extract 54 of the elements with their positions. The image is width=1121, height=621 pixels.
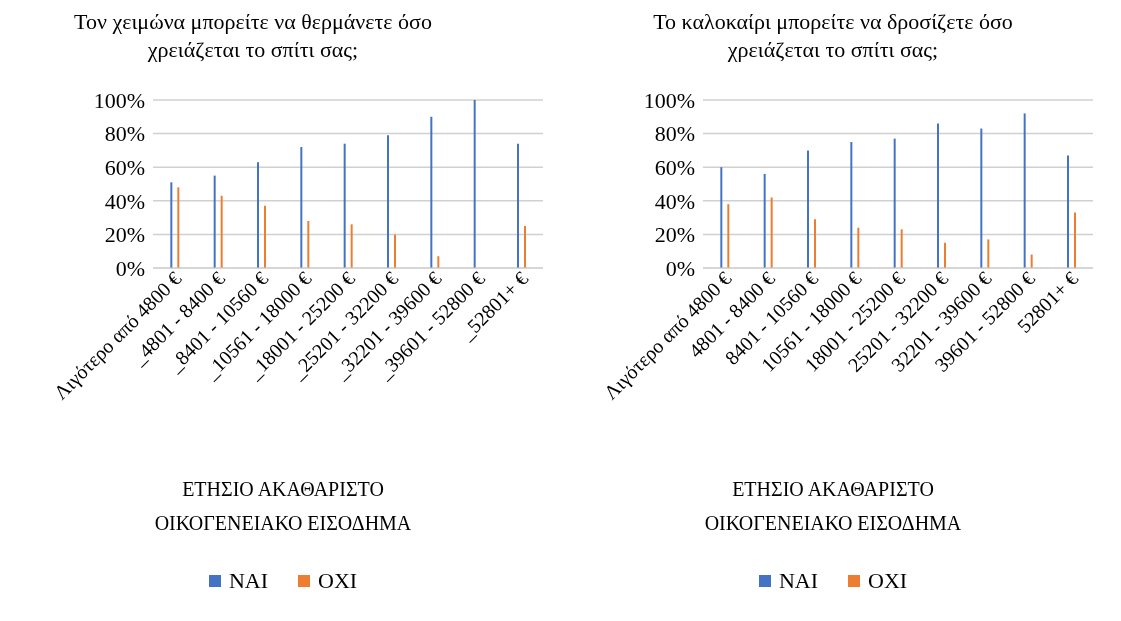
bar (987, 239, 990, 268)
chart-title: Τον χειμώνα μπορείτε να θερμάνετε όσο χρειάζεται το σπίτι σας; (73, 8, 433, 64)
legend-label: ΟΧΙ (318, 568, 358, 594)
x-axis-title: ΕΤΗΣΙΟ ΑΚΑΘΑΡΙΣΤΟ ΟΙΚΟΓΕΝΕΙΑΚΟ ΕΙΣΟΔΗΜΑ (703, 477, 963, 536)
bar (300, 147, 303, 268)
chart-title: Το καλοκαίρι μπορείτε να δροσίζετε όσο χρειάζεται το σπίτι σας; (652, 8, 1014, 64)
y-tick-label: 80% (104, 121, 145, 147)
bar (1023, 113, 1026, 268)
y-tick-label: 20% (104, 222, 145, 248)
y-tick-label: 100% (643, 87, 695, 113)
x-axis-title: ΕΤΗΣΙΟ ΑΚΑΘΑΡΙΣΤΟ ΟΙΚΟΓΕΝΕΙΑΚΟ ΕΙΣΟΔΗΜΑ (153, 477, 413, 536)
y-tick-label: 0% (115, 255, 145, 281)
bar (264, 205, 266, 268)
bar (213, 175, 216, 268)
bar (814, 219, 816, 268)
bar (1074, 212, 1076, 268)
bar (980, 128, 983, 268)
bar (350, 224, 353, 268)
bar (850, 142, 853, 268)
bar (257, 162, 259, 268)
bar (437, 256, 440, 268)
bar (170, 182, 173, 268)
legend-label: ΝΑΙ (228, 568, 268, 594)
y-tick-label: 40% (654, 188, 695, 214)
bar (307, 220, 310, 268)
bar (394, 234, 396, 268)
y-tick-label: 0% (665, 255, 695, 281)
bar (937, 123, 939, 268)
bar (807, 150, 809, 268)
bar (473, 100, 476, 268)
y-tick-label: 100% (93, 87, 145, 113)
y-tick-label: 60% (104, 155, 145, 181)
bar (517, 143, 519, 268)
bar (430, 116, 433, 268)
bar (893, 138, 896, 268)
bar (857, 227, 860, 268)
y-tick-label: 20% (654, 222, 695, 248)
legend-label: ΝΑΙ (778, 568, 818, 594)
bar (524, 226, 526, 268)
bar (900, 229, 903, 268)
legend-label: ΟΧΙ (868, 568, 908, 594)
bar (763, 173, 766, 268)
bar (387, 135, 389, 268)
bar (727, 204, 730, 268)
bar (770, 197, 773, 268)
bar (1067, 155, 1069, 268)
y-tick-label: 40% (104, 188, 145, 214)
y-tick-label: 60% (654, 155, 695, 181)
bar (720, 167, 723, 268)
bar (343, 143, 346, 268)
bar (177, 187, 180, 268)
bar (220, 195, 223, 268)
bar (944, 242, 946, 268)
y-tick-label: 80% (654, 121, 695, 147)
